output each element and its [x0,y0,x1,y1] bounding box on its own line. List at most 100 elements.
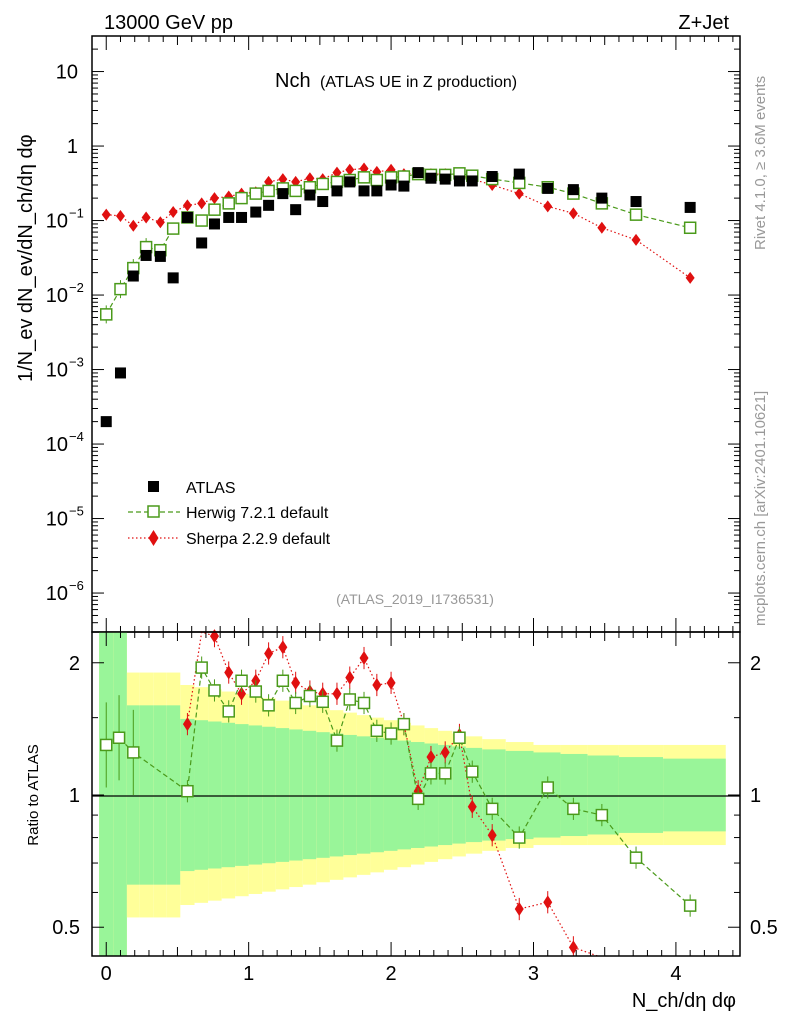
atlas-point [358,185,370,197]
data-uncertainty-band-inner [618,757,664,833]
data-uncertainty-band-inner [316,732,330,858]
sherpa-point [168,206,178,219]
sherpa-ratio-point [440,745,450,760]
data-uncertainty-band-inner [663,758,726,832]
herwig-point [316,177,329,191]
sherpa-point [568,207,578,220]
herwig-point [195,214,208,227]
y-tick-label-exponent: −6 [69,578,84,593]
data-uncertainty-band-inner [343,734,357,856]
sherpa-ratio-point [332,686,342,701]
data-uncertainty-band-inner [289,729,303,861]
herwig-point [370,173,384,187]
sherpa-ratio-point [514,902,524,917]
data-uncertainty-band-inner [465,747,483,843]
atlas-point [542,182,554,194]
sherpa-point [155,216,165,229]
atlas-point [277,188,289,200]
atlas-point [684,201,696,213]
sherpa-ratio-line-tail [573,946,598,957]
sherpa-ratio-point [426,750,436,765]
herwig-ratio-point [249,685,263,698]
sherpa-point [101,208,111,221]
herwig-ratio-point [195,661,208,674]
sherpa-ratio-point [264,646,274,661]
sherpa-point [141,211,151,224]
y-tick-label-exponent: −4 [69,429,84,444]
x-axis: 0 1 2 3 4 [91,36,734,985]
sherpa-point [514,187,524,200]
herwig-ratio-point [262,699,275,712]
data-uncertainty-band-inner [221,722,236,868]
plot-title-main: Nch [275,70,311,92]
data-uncertainty-band-inner [370,737,384,853]
herwig-ratio-point [411,792,425,806]
y-tick-label-exponent: −3 [69,355,84,370]
sherpa-ratio-point [291,675,301,690]
data-uncertainty-band-inner [482,749,506,841]
herwig-point [683,221,697,235]
sherpa-ratio-point [487,828,497,843]
atlas-point [140,249,152,261]
ratio-y-tick-label: 2 [69,653,80,675]
data-uncertainty-band-inner [166,705,181,885]
atlas-point [596,192,608,204]
sherpa-ratio-point [345,670,355,685]
herwig-ratio-point [683,899,697,912]
x-tick-label: 2 [386,963,397,985]
y-tick-label: 10 [46,360,68,382]
y-tick-label: 10 [46,211,68,233]
data-uncertainty-band-inner [397,740,412,850]
herwig-point [289,184,302,198]
herwig-ratio-point [424,767,438,780]
atlas-point [250,206,262,218]
herwig-point [222,197,235,210]
herwig-point [629,208,643,221]
herwig-ratio-point [181,784,194,798]
atlas-point [317,196,329,208]
ratio-y-tick-label-right: 2 [750,653,761,675]
sherpa-point [597,221,607,234]
herwig-ratio-point [222,705,235,718]
data-uncertainty-band-inner [262,726,276,864]
ratio-y-axis-label: Ratio to ATLAS [25,744,42,845]
atlas-point [466,175,478,187]
atlas-point [114,367,126,379]
ratio-y-tick-label-right: 0.5 [750,917,778,939]
herwig-ratio-point [629,851,643,864]
data-uncertainty-band-inner [452,746,466,844]
atlas-point [100,416,112,428]
ratio-plot-panel: 2 2 1 1 0.5 0.5 Ratio to ATLAS [25,629,778,957]
herwig-point [114,282,127,296]
sherpa-point [197,197,207,210]
ratio-y-tick-label-right: 1 [750,785,761,807]
atlas-point [513,168,525,180]
data-uncertainty-band-inner [194,720,209,870]
data-uncertainty-band-inner [248,725,263,865]
ratio-y-tick-label: 1 [69,785,80,807]
atlas-point [486,171,498,183]
sherpa-point [631,233,641,246]
y-tick-label: 10 [46,583,68,605]
atlas-point [236,211,248,223]
data-uncertainty-band-inner [275,728,290,862]
atlas-point [567,184,579,196]
sherpa-ratio-point [386,675,396,690]
sherpa-ratio-point [278,640,288,655]
herwig-ratio-point [466,765,479,778]
herwig-ratio-point [112,731,126,744]
data-uncertainty-band-inner [560,753,588,837]
atlas-point [630,196,642,208]
data-uncertainty-band-inner [383,739,398,851]
y-axis-label: 1/N_ev dN_ev/dN_ch/dη dφ [15,134,37,382]
sherpa-ratio-point [359,651,369,666]
energy-label: 13000 GeV pp [104,12,233,34]
sherpa-ratio-line [186,631,574,948]
y-tick-label: 10 [46,509,68,531]
atlas-point [425,172,437,184]
legend: ATLAS Herwig 7.2.1 default Sherpa 2.2.9 … [128,480,331,548]
y-tick-label-exponent: −2 [69,280,84,295]
atlas-point [290,204,302,216]
data-uncertainty-band-inner [99,632,114,956]
